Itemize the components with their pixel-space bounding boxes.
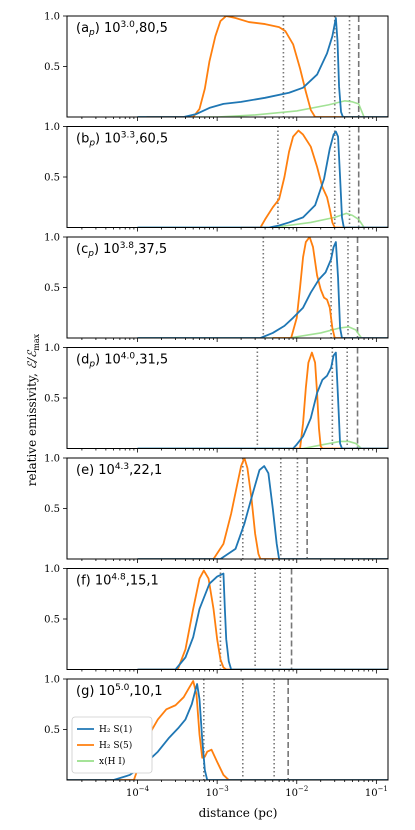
s1-series-line xyxy=(137,17,388,117)
s1-series-line xyxy=(137,572,388,670)
x-tick-label: 10−3 xyxy=(206,785,229,799)
hi-series-line xyxy=(137,326,363,338)
panel-plot-area xyxy=(137,237,388,338)
panel-frame xyxy=(66,15,389,118)
s5-series-line xyxy=(146,16,388,117)
panel-frame xyxy=(66,236,389,339)
x-axis-label: distance (pc) xyxy=(199,806,278,820)
panel-label: (dp) 104.0,31,5 xyxy=(76,352,168,370)
x-tick-label: 10−1 xyxy=(365,785,388,799)
panel-frame xyxy=(66,678,389,781)
legend: H₂ S(1) H₂ S(5) x(H I) xyxy=(71,716,153,774)
panel-label: (g) 105.0,10,1 xyxy=(76,683,162,699)
panel-plot-area xyxy=(137,16,388,117)
panel-d: 0.5 1.0 (dp) 104.0,31,5 xyxy=(44,343,389,453)
panel-plot-area xyxy=(137,347,388,449)
s1-series-line xyxy=(137,351,388,449)
y-axis-label-math: ℰ/ℰ xyxy=(25,349,39,369)
panels-group: 0.5 1.0 (ap) 103.0,80,5 0.5 1.0 (bp) 103.3,60… xyxy=(44,12,389,799)
panel-frame xyxy=(66,568,389,670)
s5-series-line xyxy=(293,351,388,449)
s5-series-line xyxy=(137,569,388,670)
panel-frame xyxy=(66,457,389,560)
panel-frame xyxy=(66,347,389,449)
x-tick-label: 10−2 xyxy=(285,785,308,799)
y-tick-label: 0.5 xyxy=(44,504,60,515)
y-tick-label: 1.0 xyxy=(44,12,60,23)
x-tick-label: 10−4 xyxy=(126,785,150,799)
y-tick-label: 0.5 xyxy=(44,173,60,184)
panel-c: 0.5 1.0 (cp) 103.8,37,5 xyxy=(44,233,389,342)
panel-plot-area xyxy=(137,126,388,228)
panel-label: (ap) 103.0,80,5 xyxy=(76,20,168,38)
hi-series-line xyxy=(137,100,365,117)
s1-series-line xyxy=(137,130,388,228)
y-axis-label-sub: max xyxy=(32,333,41,350)
s5-series-line xyxy=(272,237,388,338)
panel-b: 0.5 1.0 (bp) 103.3,60,5 xyxy=(44,122,389,232)
s5-series-line xyxy=(241,129,388,228)
y-tick-label: 1.0 xyxy=(44,233,60,244)
y-tick-label: 0.5 xyxy=(44,283,60,294)
panel-frame xyxy=(66,126,389,228)
panel-e: 0.5 1.0 (e) 104.3,22,1 xyxy=(44,454,389,563)
legend-label-hi: x(H I) xyxy=(99,756,125,767)
panel-label: (f) 104.8,15,1 xyxy=(76,573,159,589)
legend-label-s5: H₂ S(5) xyxy=(99,740,132,751)
y-tick-label: 1.0 xyxy=(44,564,60,575)
y-tick-label: 1.0 xyxy=(44,343,60,354)
s5-series-line xyxy=(137,458,388,559)
y-tick-label: 1.0 xyxy=(44,122,60,133)
y-tick-label: 0.5 xyxy=(44,725,60,736)
s1-series-line xyxy=(137,465,388,559)
panel-f: 0.5 1.0 (f) 104.8,15,1 xyxy=(44,564,389,674)
panel-label: (bp) 103.3,60,5 xyxy=(76,131,168,149)
s1-series-line xyxy=(137,241,388,338)
y-axis-label: relative emissivity, ℰ/ℰmax xyxy=(25,333,41,486)
panel-plot-area xyxy=(137,568,388,670)
y-tick-label: 0.5 xyxy=(44,394,60,405)
y-tick-label: 0.5 xyxy=(44,62,60,73)
hi-series-line xyxy=(137,212,365,228)
panel-a: 0.5 1.0 (ap) 103.0,80,5 xyxy=(44,12,389,121)
legend-box xyxy=(71,716,153,774)
panel-plot-area xyxy=(137,458,388,559)
panel-g: 0.5 1.0 (g) 105.0,10,1 10−4 10−3 10−2 10−1 H₂ S… xyxy=(44,675,389,799)
y-tick-label: 1.0 xyxy=(44,454,60,465)
hi-series-line xyxy=(137,440,362,449)
legend-label-s1: H₂ S(1) xyxy=(99,724,132,735)
y-tick-label: 0.5 xyxy=(44,615,60,626)
panel-label: (e) 104.3,22,1 xyxy=(76,462,162,478)
panel-label: (cp) 103.8,37,5 xyxy=(76,241,167,259)
y-tick-label: 1.0 xyxy=(44,675,60,686)
